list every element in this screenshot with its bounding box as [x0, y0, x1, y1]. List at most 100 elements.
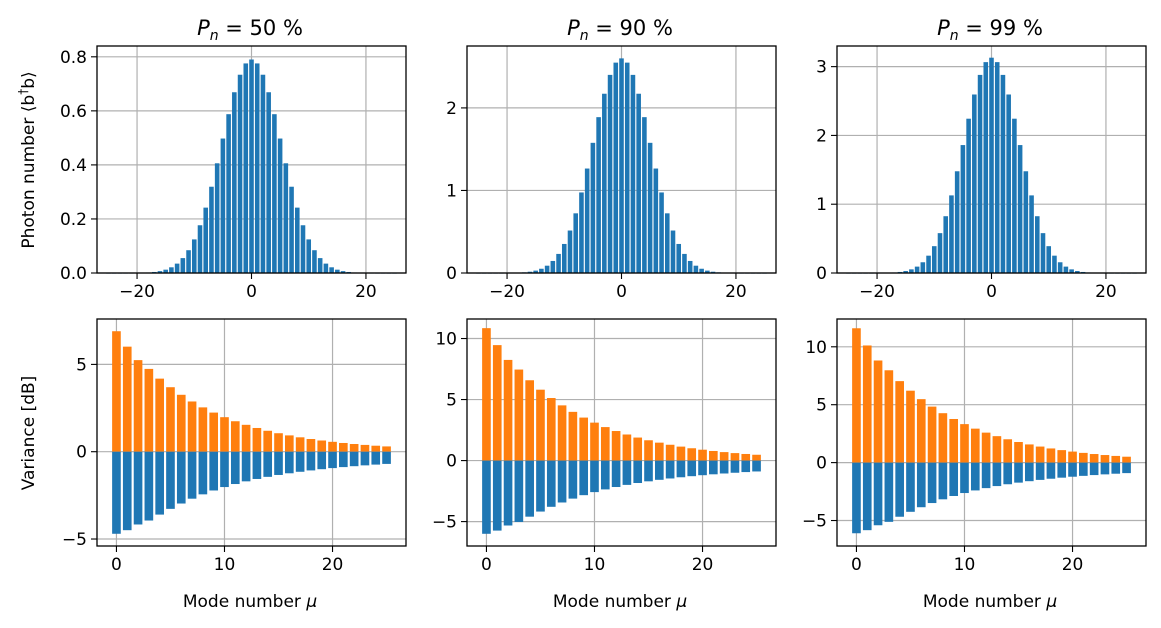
bar-mode — [556, 253, 561, 273]
bar-antisqueezing — [852, 328, 861, 463]
bar-antisqueezing — [654, 442, 664, 461]
bar-mode — [335, 269, 340, 273]
title-panel-2: Pn = 90 % — [567, 16, 673, 44]
bar-mode — [1052, 255, 1057, 273]
ytick-label: 5 — [816, 396, 827, 416]
bar-mode — [1017, 145, 1023, 273]
bar-antisqueezing — [492, 345, 502, 461]
bar-squeezing — [252, 451, 262, 479]
bar-mode — [180, 258, 186, 273]
bar-antisqueezing — [503, 359, 513, 461]
xtick-label: −20 — [489, 282, 525, 302]
bar-squeezing — [187, 451, 197, 499]
bar-antisqueezing — [284, 435, 294, 452]
ytick-label: 5 — [76, 355, 87, 375]
bar-squeezing — [557, 460, 567, 503]
bar-squeezing — [1003, 462, 1013, 485]
bar-mode — [670, 230, 676, 273]
bar-mode — [903, 271, 908, 273]
top-panel-1: −20 0 20 0.0 0.2 0.4 0.6 0.8 — [60, 45, 407, 302]
bar-mode — [197, 225, 203, 273]
bar-antisqueezing — [263, 430, 273, 452]
bar-squeezing — [1100, 462, 1110, 475]
bar-antisqueezing — [557, 405, 567, 461]
bar-mode — [214, 163, 220, 273]
bar-squeezing — [895, 462, 904, 517]
bar-squeezing — [503, 460, 513, 526]
bar-mode — [157, 271, 163, 273]
bar-antisqueezing — [895, 381, 904, 463]
bar-mode — [573, 213, 579, 273]
xlabel-panel-4: Mode number μ — [183, 592, 317, 612]
bar-squeezing — [371, 451, 381, 465]
bar-antisqueezing — [938, 413, 948, 463]
bar-squeezing — [492, 460, 502, 531]
bar-mode — [317, 258, 323, 273]
top-panel-3: −20 0 20 0 1 2 3 — [816, 45, 1147, 302]
bar-mode — [1063, 266, 1069, 273]
xtick-label: 10 — [954, 555, 976, 575]
bar-mode — [966, 118, 971, 273]
bar-mode — [294, 207, 300, 273]
xtick-label: 20 — [355, 282, 377, 302]
xtick-label: 20 — [322, 555, 344, 575]
bar-mode — [960, 145, 966, 273]
ytick-label: 0.8 — [60, 48, 87, 68]
bar-mode — [584, 168, 590, 273]
bar-squeezing — [927, 462, 937, 504]
bar-antisqueezing — [1014, 442, 1023, 463]
bar-squeezing — [949, 462, 959, 496]
bar-antisqueezing — [371, 445, 381, 452]
bar-antisqueezing — [981, 432, 991, 463]
bar-squeezing — [546, 460, 556, 507]
bar-antisqueezing — [209, 412, 219, 452]
bar-antisqueezing — [155, 378, 164, 452]
bar-antisqueezing — [241, 424, 251, 452]
bar-antisqueezing — [514, 369, 524, 461]
ytick-label: 5 — [446, 391, 457, 411]
ytick-label: 0.0 — [60, 264, 87, 284]
bar-antisqueezing — [274, 433, 283, 452]
bar-mode — [232, 92, 237, 273]
bar-squeezing — [644, 460, 653, 482]
bar-mode — [220, 138, 226, 273]
bar-squeezing — [568, 460, 578, 499]
bar-antisqueezing — [644, 440, 653, 461]
bar-squeezing — [676, 460, 686, 478]
bar-mode — [926, 255, 931, 273]
bar-mode — [1040, 233, 1046, 273]
bar-mode — [249, 59, 254, 274]
xtick-label: 0 — [111, 555, 122, 575]
bar-squeezing — [884, 462, 894, 522]
bar-mode — [300, 225, 306, 273]
top-panel-2: −20 0 20 0 1 2 — [446, 45, 777, 302]
bar-squeezing — [230, 451, 240, 485]
bar-antisqueezing — [1100, 455, 1110, 463]
bar-squeezing — [317, 451, 327, 470]
bar-mode — [636, 93, 641, 273]
bar-antisqueezing — [1003, 439, 1013, 463]
xtick-label: 10 — [214, 555, 236, 575]
bar-antisqueezing — [546, 398, 556, 461]
bar-antisqueezing — [992, 436, 1002, 463]
bar-mode — [699, 268, 704, 273]
bar-antisqueezing — [166, 387, 175, 452]
xtick-label: 20 — [725, 282, 747, 302]
bar-antisqueezing — [927, 406, 937, 463]
bar-antisqueezing — [665, 444, 675, 461]
ytick-label: 10 — [805, 338, 827, 358]
bar-antisqueezing — [295, 437, 305, 452]
bar-antisqueezing — [360, 444, 370, 452]
bar-mode — [590, 142, 596, 273]
bar-mode — [659, 192, 664, 273]
bottom-panel-5: 0 10 20 −5 0 5 10 — [432, 318, 777, 575]
bar-mode — [1000, 74, 1006, 274]
bar-squeezing — [284, 451, 294, 474]
bar-mode — [687, 260, 693, 273]
bar-antisqueezing — [741, 453, 751, 461]
bar-squeezing — [622, 460, 632, 485]
bar-squeezing — [155, 451, 164, 515]
ytick-label: 0 — [76, 443, 87, 463]
ytick-label: 2 — [446, 99, 457, 119]
